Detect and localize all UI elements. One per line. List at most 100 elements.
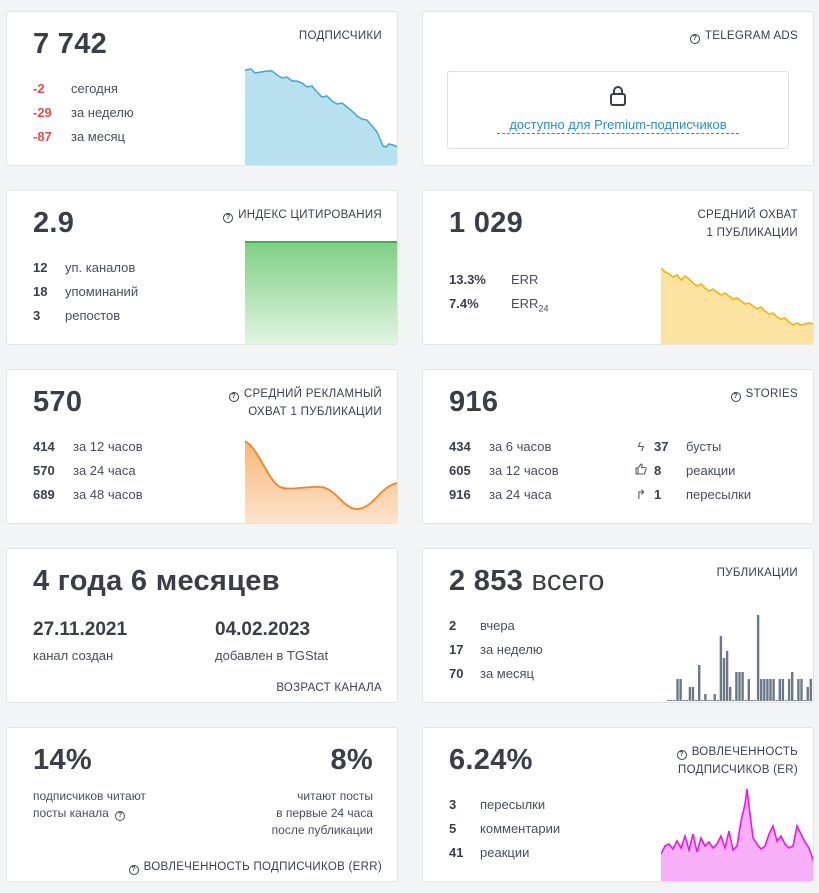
stat-row: 414 за 12 часов [33, 439, 143, 454]
telegram-ads-card[interactable]: ? TELEGRAM ADS доступно для Premium-подпи… [422, 11, 814, 166]
stat-row: 689 за 48 часов [33, 487, 143, 502]
stories-stats: 434 за 6 часов 605 за 12 часов 916 за 24 ча… [449, 435, 559, 507]
err-right-text: читают посты в первые 24 часа после публик… [271, 789, 373, 837]
publication-bar [679, 679, 682, 701]
publication-bar [750, 700, 754, 701]
stat-row: 5 комментарии [449, 821, 561, 836]
ad-reach-card[interactable]: 570 ? СРЕДНИЙ РЕКЛАМНЫЙ ОХВАТ 1 ПУБЛИКАЦИИ… [6, 369, 398, 524]
publication-bar [694, 700, 698, 701]
publication-bar [719, 636, 723, 701]
premium-link[interactable]: доступно для Premium-подписчиков [497, 117, 739, 134]
publication-bar [673, 700, 676, 701]
help-icon[interactable]: ? [223, 213, 234, 223]
channel-age-card[interactable]: 4 года 6 месяцев 27.11.2021 канал создан… [6, 548, 398, 703]
err-title: ? ВОВЛЕЧЕННОСТЬ ПОДПИСЧИКОВ (ERR) [128, 858, 382, 876]
err24-row: 7.4% ERR24 [449, 296, 549, 314]
stories-card[interactable]: 916 ? STORIES 434 за 6 часов 605 за 12 часо… [422, 369, 814, 524]
lock-icon [610, 86, 626, 106]
subscribers-card[interactable]: 7 742 ПОДПИСЧИКИ -2 сегодня -29 за неделю … [6, 11, 398, 166]
help-icon[interactable]: ? [676, 750, 687, 760]
stat-row: 916 за 24 часа [449, 487, 552, 502]
stat-row: 434 за 6 часов [449, 439, 552, 454]
avg-reach-card[interactable]: 1 029 СРЕДНИЙ ОХВАТ 1 ПУБЛИКАЦИИ 13.3% ERR… [422, 190, 814, 345]
publication-bar [738, 672, 741, 701]
reactions-row: 8 реакции [634, 459, 751, 483]
publication-bar [791, 672, 794, 701]
stat-row: 605 за 12 часов [449, 463, 559, 478]
stat-row: 70 за месяц [449, 666, 534, 681]
publication-bar [744, 700, 747, 701]
publication-bar [713, 694, 716, 701]
publication-bar [775, 700, 778, 701]
publication-bar [763, 679, 766, 701]
publication-bar [797, 679, 800, 701]
er-card[interactable]: 6.24% ? ВОВЛЕЧЕННОСТЬ ПОДПИСЧИКОВ (ER) 3 пе… [422, 727, 814, 882]
stories-title: ? STORIES [730, 385, 798, 403]
publication-bar [729, 687, 732, 701]
help-icon[interactable]: ? [689, 34, 700, 44]
stat-row: 17 за неделю [449, 642, 543, 657]
help-icon[interactable]: ? [115, 811, 126, 821]
premium-lock-box: доступно для Premium-подписчиков [447, 71, 789, 149]
publication-bar [787, 679, 791, 701]
help-icon[interactable]: ? [730, 392, 741, 402]
publication-bar [725, 651, 729, 701]
publication-bar [707, 700, 710, 701]
err-right-value: 8% [330, 744, 373, 776]
err-card[interactable]: 14% подписчиков читают посты канала ? 8%… [6, 727, 398, 882]
publications-value: 2 853 всего [449, 565, 605, 597]
publication-bar [667, 700, 670, 701]
created-label: канал создан [33, 648, 114, 663]
publication-bar [809, 679, 812, 701]
ad-reach-title: ? СРЕДНИЙ РЕКЛАМНЫЙ ОХВАТ 1 ПУБЛИКАЦИИ [228, 385, 382, 421]
boosts-row: ϟ 37 бусты [634, 435, 751, 459]
publication-bar [735, 672, 738, 701]
citation-card[interactable]: 2.9 ? ИНДЕКС ЦИТИРОВАНИЯ 12 уп. каналов 18… [6, 190, 398, 345]
err-left-text: подписчиков читают посты канала ? [33, 789, 146, 821]
err-left-value: 14% [33, 744, 92, 776]
citation-sparkline [245, 241, 397, 344]
share-arrow-icon: ↱ [635, 487, 647, 502]
lightning-icon: ϟ [637, 439, 645, 454]
publication-bar [756, 615, 760, 701]
publication-bar [766, 679, 769, 701]
publication-bar [781, 679, 785, 701]
stat-row: 12 уп. каналов [33, 260, 136, 275]
stat-row-week: -29 за неделю [33, 105, 134, 120]
subscribers-sparkline [245, 68, 397, 165]
publication-bar [800, 679, 803, 701]
shares-row: ↱ 1 пересылки [634, 483, 752, 507]
publication-bar [769, 679, 772, 701]
channel-age-title: ВОЗРАСТ КАНАЛА [276, 682, 382, 694]
publications-stats: 2 вчера 17 за неделю 70 за месяц [449, 614, 543, 686]
publication-bar [704, 694, 707, 701]
avg-reach-stats: 13.3% ERR 7.4% ERR24 [449, 268, 548, 316]
publication-bar [806, 687, 809, 701]
help-icon[interactable]: ? [128, 865, 139, 875]
publications-card[interactable]: 2 853 всего ПУБЛИКАЦИИ 2 вчера 17 за недел… [422, 548, 814, 703]
stat-row: 41 реакции [449, 845, 530, 860]
publication-bar [710, 700, 713, 701]
publication-bar [778, 679, 781, 701]
publication-bar [784, 700, 788, 701]
publication-bar [732, 700, 735, 701]
thumbs-up-icon [634, 459, 648, 483]
publication-bar [676, 679, 679, 701]
publication-bar [747, 679, 750, 701]
publication-bar [691, 687, 695, 701]
ad-reach-stats: 414 за 12 часов 570 за 24 часа 689 за 48 ча… [33, 435, 143, 507]
ad-reach-sparkline [245, 440, 397, 523]
er-sparkline [661, 788, 813, 881]
citation-value: 2.9 [33, 207, 75, 239]
avg-reach-title: СРЕДНИЙ ОХВАТ 1 ПУБЛИКАЦИИ [697, 209, 798, 239]
avg-reach-value: 1 029 [449, 207, 524, 239]
publication-bar [741, 672, 744, 701]
stat-row: 3 пересылки [449, 797, 546, 812]
stat-row-month: -87 за месяц [33, 129, 125, 144]
er-stats: 3 пересылки 5 комментарии 41 реакции [449, 793, 560, 865]
added-date: 04.02.2023 [215, 619, 311, 640]
publications-title: ПУБЛИКАЦИИ [716, 567, 798, 579]
publication-bar [682, 700, 685, 701]
help-icon[interactable]: ? [228, 392, 239, 402]
err-row: 13.3% ERR [449, 272, 539, 287]
